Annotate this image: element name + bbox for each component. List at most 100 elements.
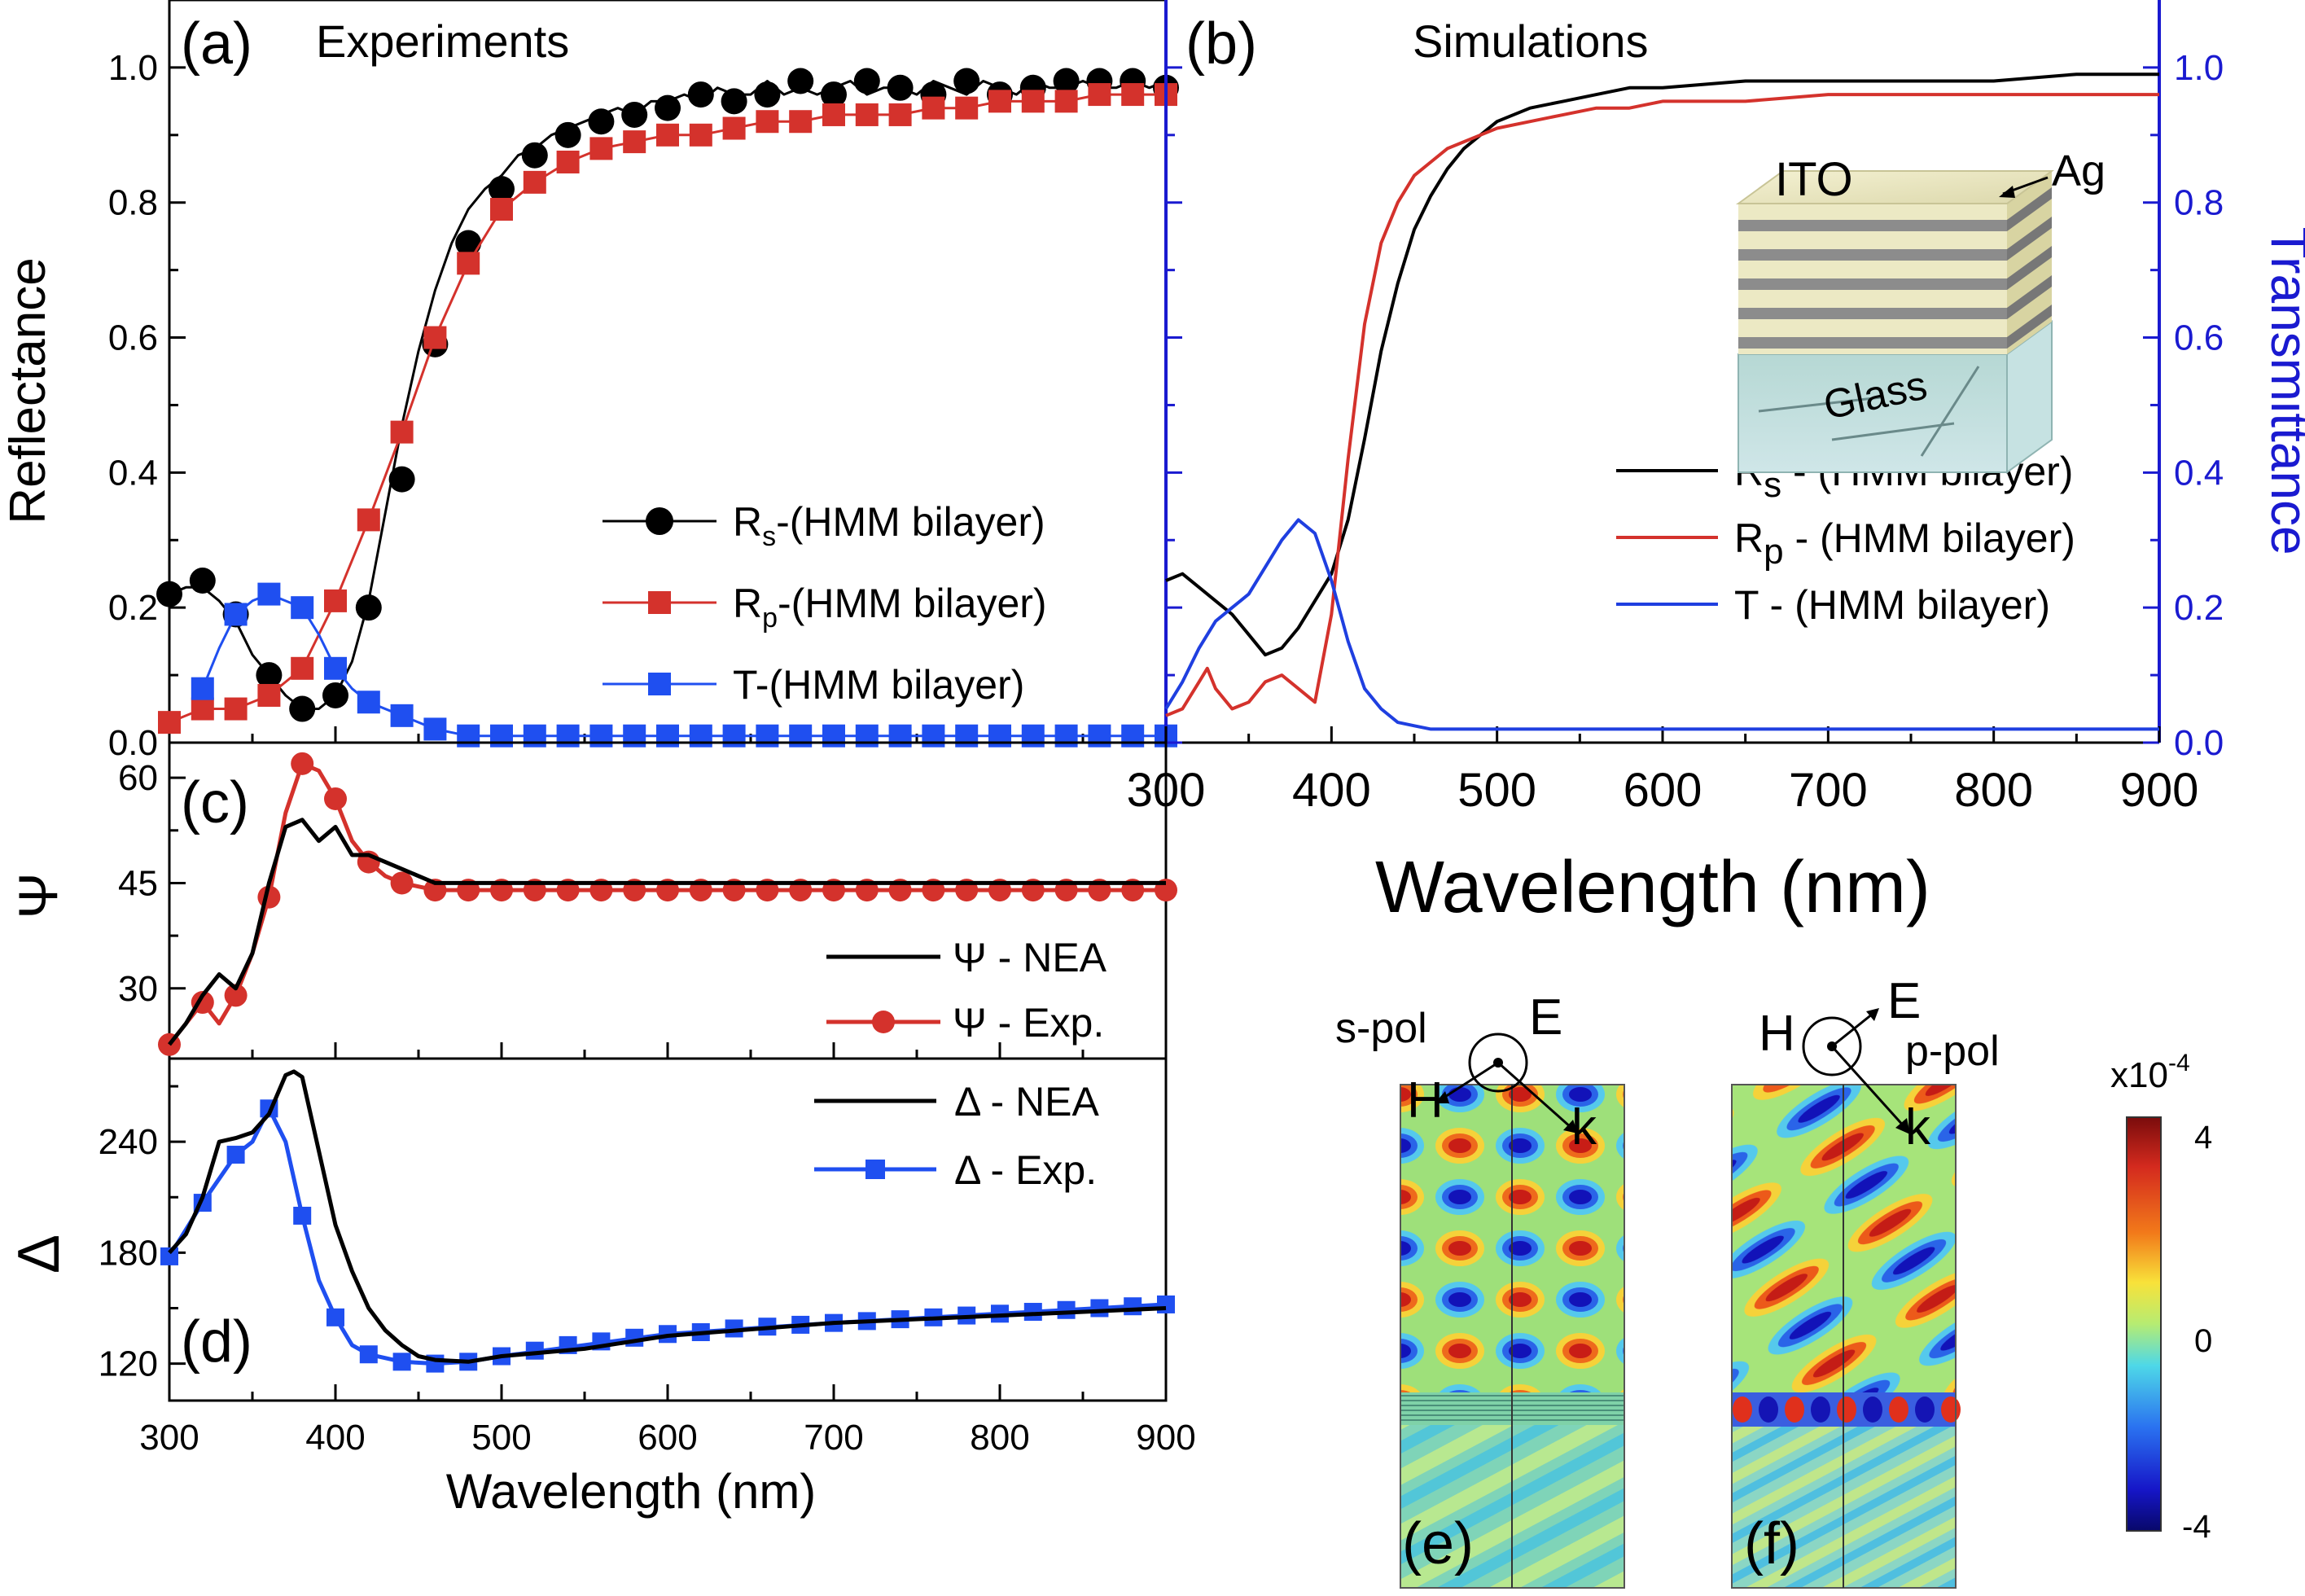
panel-a-marker-1 [423, 326, 447, 349]
panel-d-marker-exp [1057, 1300, 1076, 1319]
field-map-f-E-arrowhead [1866, 1008, 1879, 1021]
ag-layer-side [2007, 275, 2052, 319]
panel-a-marker-2 [224, 603, 248, 626]
ag-layer-front [1738, 337, 2007, 349]
panel-a-marker-0 [787, 68, 814, 94]
panel-a-marker-2 [191, 677, 214, 700]
panel-a-y-label: Reflectance [0, 257, 56, 524]
panel-a-marker-0 [887, 74, 914, 101]
panel-a-marker-1 [1054, 90, 1078, 113]
field-map-f-band-lobe [1941, 1396, 1961, 1423]
ag-layer-side [2007, 305, 2052, 349]
panel-a-marker-0 [721, 88, 747, 115]
field-map-f-label: (f) [1744, 1511, 1799, 1576]
hmm-stack-inset: ITO Ag Glass [1735, 147, 2106, 474]
ag-layer-side [2007, 217, 2052, 261]
panel-c-y-tick-label: 30 [118, 969, 158, 1009]
ag-layer-side [2007, 187, 2052, 231]
panel-a-title: Experiments [316, 15, 569, 67]
panel-d-series [160, 1069, 1175, 1373]
panel-a-marker-2 [423, 717, 447, 741]
panel-c-y-tick-label: 60 [118, 758, 158, 798]
ag-layer-front [1738, 278, 2007, 290]
panel-d-marker-exp [326, 1308, 344, 1326]
colorbar: x10-4 4 0 -4 [2110, 1050, 2212, 1545]
colorbar-tick-top: 4 [2194, 1120, 2212, 1155]
panel-a-marker-0 [754, 81, 781, 108]
panel-a-marker-0 [156, 581, 182, 607]
field-map-f-E-arrow [1831, 1012, 1873, 1048]
panel-d-y-tick-label: 120 [99, 1344, 158, 1384]
panel-a-marker-0 [455, 230, 482, 256]
panel-a: 0.0 0.2 0.4 0.6 0.8 1.0 (a) Experiments Refle… [0, 0, 1179, 763]
panel-c-legend-text: Ψ - Exp. [953, 1000, 1104, 1046]
colorbar-tick-mid: 0 [2194, 1323, 2212, 1359]
panel-a-marker-1 [822, 103, 845, 126]
panel-a-marker-2 [888, 724, 912, 748]
panel-d-marker-exp [392, 1353, 411, 1371]
panel-a-marker-1 [855, 103, 879, 126]
panel-a-marker-0 [821, 81, 847, 108]
panel-b-x-tick-label: 800 [1954, 764, 2033, 817]
field-map-f-band-lobe [1759, 1396, 1778, 1423]
panel-b-x-tick-label: 600 [1624, 764, 1702, 817]
panel-a-legend: Rs-(HMM bilayer) Rp-(HMM bilayer) T-(HMM b… [603, 499, 1047, 708]
panel-d-ticks: 120 180 240 300 400 500 600 700 800 900 [99, 1085, 1196, 1458]
field-map-f-k-arrow [1830, 1045, 1907, 1129]
panel-a-y-tick-label: 0.4 [108, 453, 158, 493]
panel-a-marker-0 [388, 466, 415, 493]
panel-a-marker-0 [289, 695, 316, 722]
panel-a-marker-2 [922, 724, 945, 748]
panel-b-title: Simulations [1413, 15, 1648, 67]
colorbar-tick-bottom: -4 [2182, 1509, 2211, 1545]
panel-a-legend-text: Rp-(HMM bilayer) [733, 581, 1047, 634]
panel-c-legend: Ψ - NEA Ψ - Exp. [826, 935, 1107, 1046]
field-map-f: (f) p-pol H E k [1731, 973, 2000, 1589]
panel-a-y-tick-label: 0.0 [108, 723, 158, 763]
field-map-f-band-lobe [1837, 1396, 1856, 1423]
ito-top-face [1735, 170, 2055, 204]
ag-layer-front [1738, 220, 2007, 231]
field-map-f-H-circle [1802, 1016, 1862, 1076]
panel-a-line-1 [169, 93, 1166, 724]
panel-a-marker-1 [490, 198, 513, 221]
panel-a-marker-0 [256, 662, 283, 689]
panel-d-label: (d) [181, 1309, 252, 1375]
field-map-f-band-lobe [1863, 1396, 1882, 1423]
panel-a-marker-1 [457, 252, 480, 275]
panel-a-marker-2 [955, 724, 979, 748]
panel-d-x-tick-label: 600 [638, 1418, 697, 1458]
colorbar-title: x10-4 [2110, 1050, 2190, 1095]
panel-b-y-right-tick-label: 0.4 [2174, 453, 2224, 493]
panel-b-y-right-label: Transmittance [2260, 226, 2305, 555]
panel-a-marker-1 [988, 90, 1011, 113]
field-map-f-band-lobe [1915, 1396, 1935, 1423]
panel-b-legend: Rs - (HMM bilayer)Rp - (HMM bilayer)T - … [1616, 449, 2075, 628]
panel-c-label: (c) [181, 770, 249, 835]
panel-b-x-tick-label: 500 [1457, 764, 1536, 817]
panel-a-legend-text: Rs-(HMM bilayer) [733, 499, 1045, 552]
glass-cracks [1758, 366, 1980, 457]
panel-a-marker-0 [355, 594, 382, 621]
panel-a-y-tick-label: 0.2 [108, 588, 158, 628]
panel-a-marker-1 [1088, 83, 1111, 107]
panel-d-y-tick-label: 240 [99, 1122, 158, 1162]
panel-a-label: (a) [181, 11, 252, 77]
panel-a-marker-2 [722, 724, 746, 748]
panel-a-marker-2 [589, 724, 613, 748]
field-map-e-k-arrow [1497, 1061, 1572, 1129]
field-map-f-stripes [1733, 1396, 1961, 1423]
panel-c-y-label: Ψ [7, 873, 69, 919]
panel-d-y-tick-label: 180 [99, 1233, 158, 1273]
panel-a-marker-2 [257, 582, 281, 606]
panel-d-legend-text: Δ - NEA [954, 1079, 1100, 1125]
panel-b-legend-text: T - (HMM bilayer) [1734, 582, 2050, 628]
panel-a-marker-1 [1021, 90, 1045, 113]
panel-d-marker-exp [1090, 1299, 1109, 1318]
panel-b-y-right-tick-label: 0.6 [2174, 318, 2224, 358]
panel-a-legend-text: T-(HMM bilayer) [733, 662, 1024, 708]
panel-d-marker-exp [293, 1206, 312, 1225]
panel-a-marker-0 [953, 68, 980, 94]
